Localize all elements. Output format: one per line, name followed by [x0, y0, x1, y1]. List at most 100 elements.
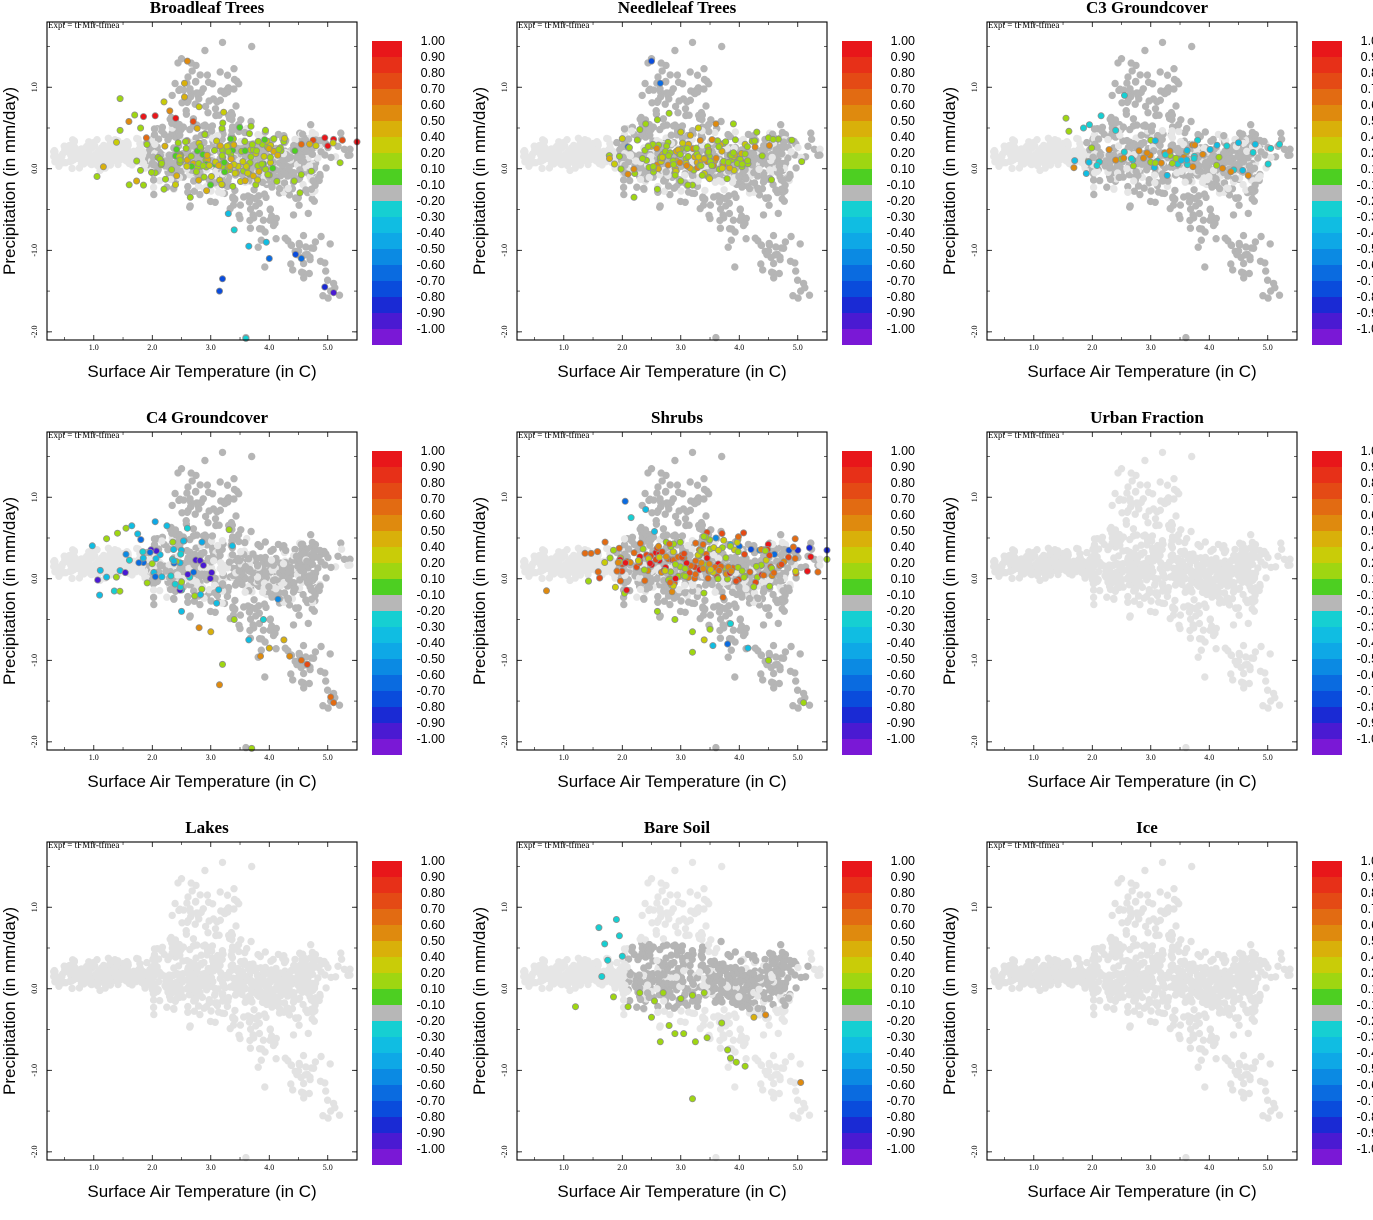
- data-point: [273, 585, 280, 592]
- data-point: [1106, 147, 1112, 153]
- data-point: [230, 605, 237, 612]
- colorbar-label: -1.00: [887, 322, 916, 336]
- data-point: [117, 96, 123, 102]
- data-point: [999, 150, 1006, 157]
- colorbar-swatch: [372, 515, 402, 531]
- data-point: [1214, 162, 1220, 168]
- colorbar-label: -0.60: [417, 668, 446, 682]
- data-point: [639, 155, 645, 161]
- data-point: [673, 123, 680, 130]
- data-point: [187, 495, 194, 502]
- data-point: [219, 580, 226, 587]
- data-point: [296, 612, 303, 619]
- data-point: [788, 148, 795, 155]
- data-point: [1277, 130, 1284, 137]
- colorbar-swatch: [842, 201, 872, 217]
- data-point: [246, 131, 252, 137]
- data-point: [520, 148, 527, 155]
- data-point: [1171, 65, 1178, 72]
- data-point: [1167, 205, 1174, 212]
- data-point: [1198, 237, 1205, 244]
- data-point: [1242, 244, 1249, 251]
- data-point: [217, 479, 224, 486]
- data-point: [298, 172, 304, 178]
- data-point: [298, 269, 305, 276]
- data-point: [217, 552, 224, 559]
- data-point: [657, 80, 663, 86]
- data-point: [338, 546, 345, 553]
- data-point: [1167, 148, 1173, 154]
- data-point: [742, 151, 748, 157]
- colorbar-label: 0.10: [891, 162, 915, 176]
- data-point: [1125, 74, 1132, 81]
- colorbar-label: 0.70: [1361, 82, 1373, 96]
- data-point: [151, 125, 158, 132]
- data-point: [1128, 156, 1134, 162]
- data-point: [1109, 92, 1116, 99]
- data-point: [1157, 69, 1164, 76]
- data-point: [1191, 186, 1198, 193]
- data-point: [235, 538, 242, 545]
- data-point: [335, 553, 342, 560]
- y-tick-label: -1.0: [30, 244, 39, 257]
- data-point: [229, 127, 236, 134]
- data-point: [555, 559, 562, 566]
- data-point: [1220, 165, 1226, 171]
- data-point: [707, 202, 714, 209]
- data-point: [1188, 118, 1195, 125]
- data-point: [266, 146, 272, 152]
- data-point: [208, 173, 214, 179]
- data-point: [323, 165, 330, 172]
- data-point: [1130, 163, 1136, 169]
- data-point: [189, 142, 196, 149]
- colorbar-swatch: [1312, 105, 1342, 121]
- data-point: [1200, 151, 1206, 157]
- data-point: [1130, 178, 1137, 185]
- data-point: [235, 531, 242, 538]
- data-point: [611, 161, 617, 167]
- colorbar-label: -0.80: [887, 290, 916, 304]
- data-point: [313, 143, 319, 149]
- data-point: [701, 86, 708, 93]
- data-point: [1060, 140, 1067, 147]
- data-point: [255, 244, 262, 251]
- colorbar-swatch: [372, 579, 402, 595]
- data-point: [660, 123, 667, 130]
- data-point: [754, 129, 760, 135]
- data-point: [705, 128, 712, 135]
- data-point: [667, 72, 674, 79]
- colorbar-swatch: [372, 595, 402, 611]
- data-point: [178, 55, 185, 62]
- colorbar-swatch: [372, 707, 402, 723]
- colorbar-swatch: [1312, 169, 1342, 185]
- colorbar-swatch: [1312, 297, 1342, 313]
- data-point: [1265, 161, 1271, 167]
- data-point: [231, 65, 238, 72]
- data-point: [275, 152, 281, 158]
- data-point: [248, 43, 255, 50]
- data-point: [1287, 152, 1294, 159]
- data-point: [555, 149, 562, 156]
- data-point: [262, 539, 269, 546]
- data-point: [1107, 116, 1114, 123]
- colorbar-label: 1.00: [421, 34, 445, 48]
- data-point: [182, 139, 188, 145]
- data-point: [310, 245, 317, 252]
- data-point: [1042, 158, 1049, 165]
- data-point: [1171, 86, 1178, 93]
- data-point: [1230, 212, 1237, 219]
- colorbar-label: 1.00: [891, 34, 915, 48]
- data-point: [59, 150, 66, 157]
- data-point: [337, 160, 343, 166]
- data-point: [322, 135, 328, 141]
- data-point: [298, 657, 304, 663]
- data-point: [258, 636, 265, 643]
- data-point: [274, 178, 280, 184]
- data-point: [132, 112, 138, 118]
- data-point: [230, 183, 236, 189]
- data-point: [222, 90, 229, 97]
- colorbar-swatch: [372, 105, 402, 121]
- data-point: [242, 178, 248, 184]
- data-point: [246, 609, 253, 616]
